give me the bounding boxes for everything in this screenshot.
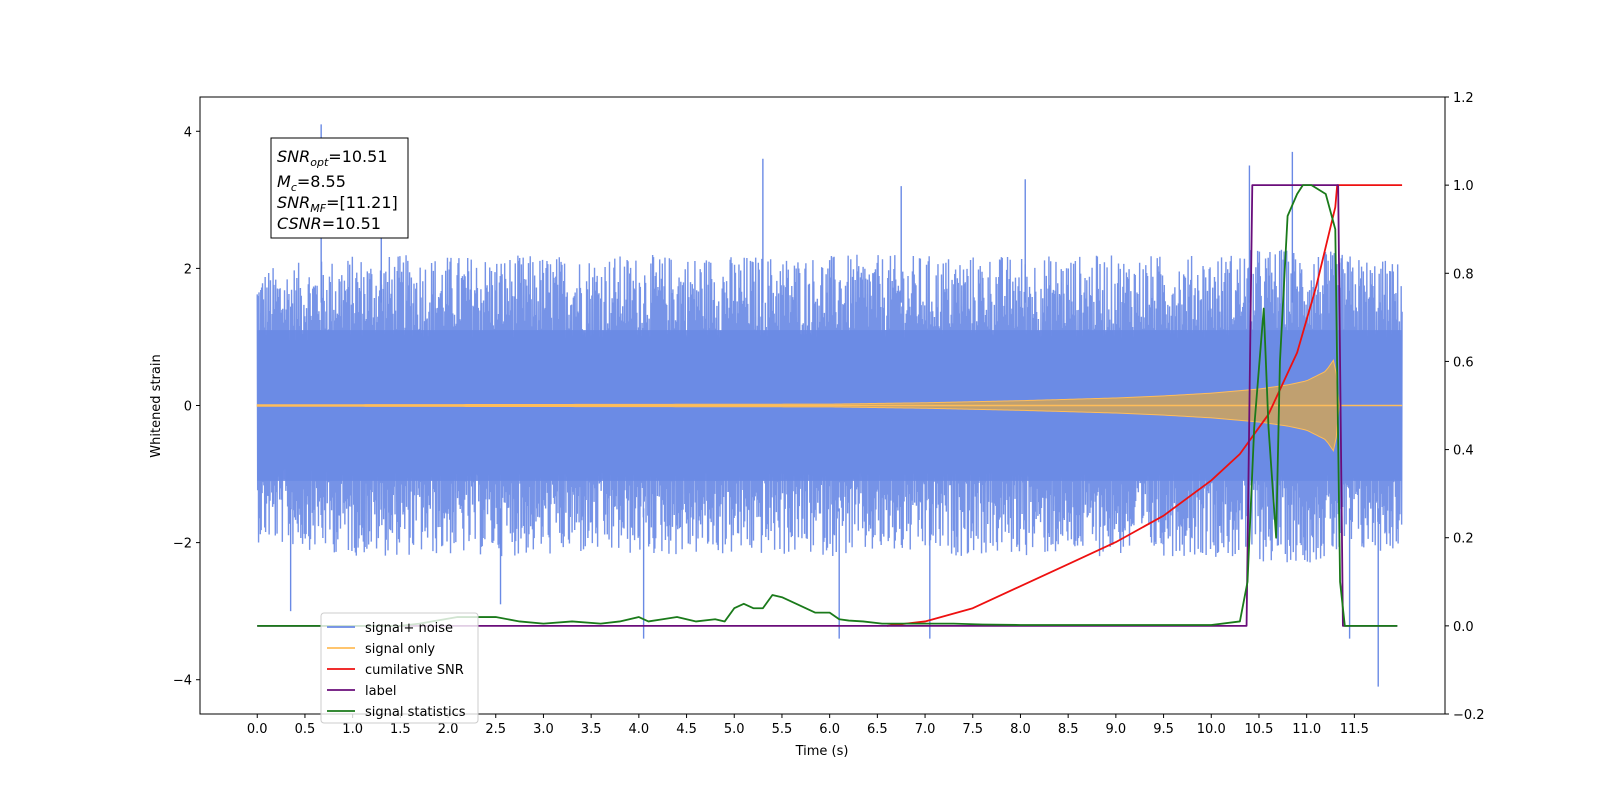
legend-label: cumilative SNR xyxy=(365,663,464,678)
annotation-mc: Mc=8.55 xyxy=(277,172,346,194)
annotation-snr-opt-sub: opt xyxy=(310,156,329,169)
y2-tick-label: 0.6 xyxy=(1453,355,1474,370)
annotation-csnr: CSNR=10.51 xyxy=(277,214,381,233)
y-tick-label: 4 xyxy=(184,125,192,140)
x-axis-label: Time (s) xyxy=(795,744,849,759)
annotation-snr-mf-sub: MF xyxy=(310,202,326,215)
y-tick-label: −4 xyxy=(173,674,192,689)
series-cumilative-snr xyxy=(886,184,1403,627)
annotation-snr-opt-value: =10.51 xyxy=(328,147,387,166)
legend-label: label xyxy=(365,684,396,699)
x-tick-label: 4.5 xyxy=(676,722,697,737)
x-tick-label: 0.0 xyxy=(247,722,268,737)
y2-tick-label: 1.2 xyxy=(1453,91,1474,106)
x-tick-label: 8.5 xyxy=(1058,722,1079,737)
x-tick-label: 8.0 xyxy=(1010,722,1031,737)
y2-tick-label: 0.2 xyxy=(1453,532,1474,547)
x-tick-label: 1.0 xyxy=(342,722,363,737)
x-tick-label: 11.5 xyxy=(1340,722,1369,737)
legend: signal+ noise signal only cumilative SNR la… xyxy=(320,612,479,724)
plot-layer xyxy=(256,124,1403,687)
x-tick-label: 5.5 xyxy=(772,722,793,737)
x-tick-label: 11.0 xyxy=(1292,722,1321,737)
y2-tick-label: 0.0 xyxy=(1453,620,1474,635)
legend-frame xyxy=(320,612,479,724)
legend-label: signal+ noise xyxy=(365,621,453,636)
annotation-box: SNRopt=10.51 Mc=8.55 SNRMF=[11.21] CSNR=… xyxy=(270,137,409,239)
x-tick-label: 5.0 xyxy=(724,722,745,737)
x-tick-label: 9.0 xyxy=(1106,722,1127,737)
annotation-snr-mf: SNRMF=[11.21] xyxy=(277,193,398,215)
y2-tick-label: 1.0 xyxy=(1453,179,1474,194)
y-axis-label: Whitened strain xyxy=(149,354,164,457)
annotation-snr-mf-value: =[11.21] xyxy=(326,193,398,212)
x-tick-label: 2.0 xyxy=(438,722,459,737)
annotation-snr-opt: SNRopt=10.51 xyxy=(277,147,388,169)
x-tick-label: 9.5 xyxy=(1153,722,1174,737)
y-tick-label: 0 xyxy=(184,400,192,415)
annotation-frame xyxy=(270,137,409,239)
series-signal-statistics xyxy=(257,184,1398,627)
y2-tick-label: 0.8 xyxy=(1453,267,1474,282)
annotation-snr-mf-base: SNR xyxy=(277,193,310,212)
y2-tick-label: 0.4 xyxy=(1453,444,1474,459)
x-tick-label: 4.0 xyxy=(629,722,650,737)
x-tick-label: 0.5 xyxy=(295,722,316,737)
x-tick-label: 7.5 xyxy=(962,722,983,737)
x-tick-label: 7.0 xyxy=(915,722,936,737)
x-tick-label: 1.5 xyxy=(390,722,411,737)
series-signal-only xyxy=(256,359,1403,452)
legend-label: signal statistics xyxy=(365,705,466,720)
x-tick-label: 10.0 xyxy=(1197,722,1226,737)
y-tick-label: 2 xyxy=(184,262,192,277)
x-tick-label: 6.0 xyxy=(819,722,840,737)
y-tick-label: −2 xyxy=(173,537,192,552)
x-tick-label: 3.5 xyxy=(581,722,602,737)
annotation-mc-sub: c xyxy=(291,181,297,194)
x-tick-label: 2.5 xyxy=(485,722,506,737)
x-tick-label: 6.5 xyxy=(867,722,888,737)
annotation-mc-base: M xyxy=(277,172,291,191)
annotation-mc-value: =8.55 xyxy=(297,172,346,191)
annotation-csnr-base: CSNR xyxy=(277,214,322,233)
x-tick-label: 10.5 xyxy=(1244,722,1273,737)
y2-tick-label: −0.2 xyxy=(1453,708,1485,723)
legend-label: signal only xyxy=(365,642,435,657)
x-tick-label: 3.0 xyxy=(533,722,554,737)
annotation-csnr-value: =10.51 xyxy=(322,214,381,233)
annotation-snr-opt-base: SNR xyxy=(277,147,310,166)
ticks-layer: 0.0 0.5 1.0 1.5 2.0 2.5 3.0 3.5 4.0 4.5 5.0 5.5 6.0 6… xyxy=(173,91,1485,737)
